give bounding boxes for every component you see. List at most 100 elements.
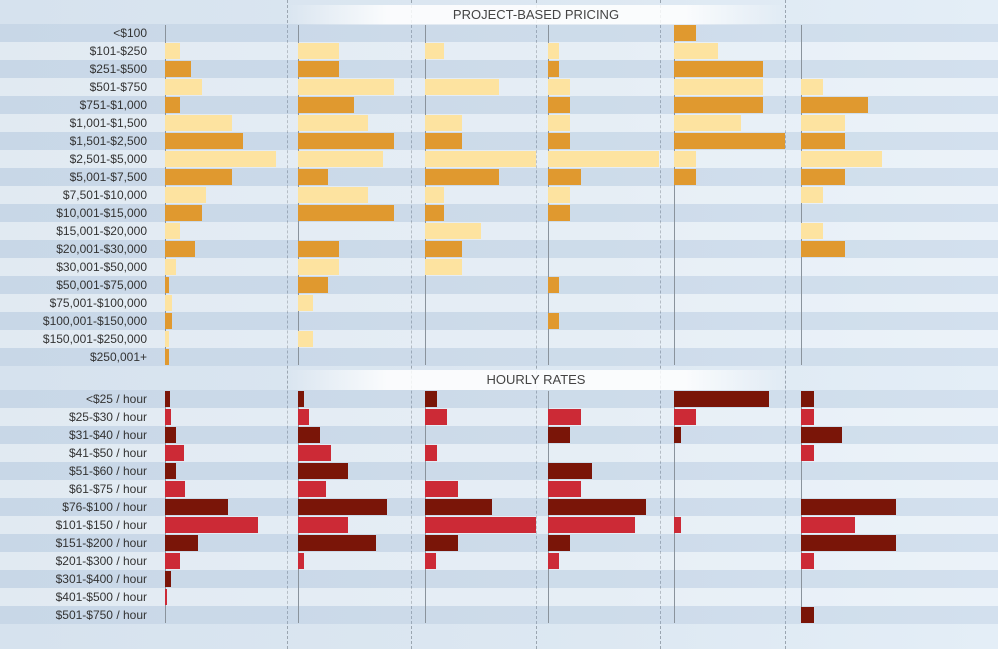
bar — [674, 391, 770, 407]
bar — [165, 97, 180, 113]
bar — [674, 43, 719, 59]
category-label: $50,001-$75,000 — [56, 278, 147, 292]
bar — [298, 445, 332, 461]
bar — [548, 205, 571, 221]
bar — [674, 133, 785, 149]
bar — [548, 517, 635, 533]
bar — [165, 187, 206, 203]
row-band — [0, 480, 998, 498]
category-label: $401-$500 / hour — [55, 590, 147, 604]
bar — [298, 481, 327, 497]
baseline — [674, 391, 675, 623]
bar — [801, 607, 814, 623]
bar — [801, 499, 897, 515]
bar — [425, 481, 459, 497]
bar — [425, 79, 499, 95]
bar — [298, 133, 395, 149]
bar — [674, 151, 697, 167]
column-separator — [785, 0, 786, 649]
row-band — [0, 114, 998, 132]
bar — [298, 169, 328, 185]
row-band — [0, 78, 998, 96]
bar — [548, 409, 582, 425]
row-band — [0, 132, 998, 150]
bar — [298, 517, 348, 533]
bar — [165, 517, 258, 533]
bar — [425, 553, 437, 569]
column-separator — [287, 0, 288, 649]
bar — [298, 115, 369, 131]
bar — [165, 223, 180, 239]
bar — [425, 535, 459, 551]
bar — [548, 169, 582, 185]
bar — [165, 151, 276, 167]
bar — [425, 115, 462, 131]
category-label: $100,001-$150,000 — [42, 314, 147, 328]
bar — [165, 409, 171, 425]
bar — [801, 409, 814, 425]
category-label: $25-$30 / hour — [68, 410, 147, 424]
bar — [165, 241, 195, 257]
bar — [165, 205, 202, 221]
bar — [801, 97, 868, 113]
bar — [801, 115, 846, 131]
category-label: $75,001-$100,000 — [49, 296, 147, 310]
category-label: $5,001-$7,500 — [69, 170, 147, 184]
bar — [298, 97, 354, 113]
category-label: $501-$750 / hour — [55, 608, 147, 622]
bar — [298, 535, 376, 551]
bar — [298, 499, 387, 515]
baseline — [674, 25, 675, 365]
bar — [674, 79, 763, 95]
bar — [674, 25, 697, 41]
bar — [801, 553, 814, 569]
bar — [425, 517, 536, 533]
bar — [674, 517, 682, 533]
bar — [298, 61, 339, 77]
row-band — [0, 42, 998, 60]
row-band — [0, 312, 998, 330]
bar — [165, 499, 228, 515]
bar — [548, 427, 571, 443]
bar — [801, 133, 846, 149]
row-band — [0, 606, 998, 624]
bar — [165, 61, 191, 77]
bar — [548, 43, 560, 59]
bar — [548, 115, 571, 131]
bar — [674, 61, 763, 77]
bar — [548, 187, 571, 203]
category-label: $151-$200 / hour — [55, 536, 147, 550]
row-band — [0, 60, 998, 78]
category-label: $201-$300 / hour — [55, 554, 147, 568]
bar — [548, 481, 582, 497]
bar — [165, 115, 232, 131]
category-label: $2,501-$5,000 — [69, 152, 147, 166]
bar — [548, 79, 571, 95]
bar — [165, 79, 202, 95]
bar — [165, 313, 173, 329]
bar — [165, 463, 177, 479]
category-label: $7,501-$10,000 — [62, 188, 147, 202]
row-band — [0, 204, 998, 222]
bar — [801, 517, 856, 533]
bar — [298, 427, 321, 443]
bar — [548, 313, 560, 329]
bar — [165, 169, 232, 185]
bar — [165, 349, 169, 365]
bar — [674, 115, 741, 131]
bar — [165, 259, 177, 275]
row-band — [0, 408, 998, 426]
bar — [425, 43, 444, 59]
bar — [548, 499, 647, 515]
bar — [548, 535, 571, 551]
category-label: $76-$100 / hour — [62, 500, 147, 514]
category-label: $101-$150 / hour — [55, 518, 147, 532]
bar — [548, 133, 571, 149]
row-band — [0, 258, 998, 276]
category-label: <$25 / hour — [85, 392, 147, 406]
bar — [801, 241, 846, 257]
bar — [165, 43, 180, 59]
bar — [425, 151, 536, 167]
category-label: $150,001-$250,000 — [42, 332, 147, 346]
column-separator — [411, 0, 412, 649]
